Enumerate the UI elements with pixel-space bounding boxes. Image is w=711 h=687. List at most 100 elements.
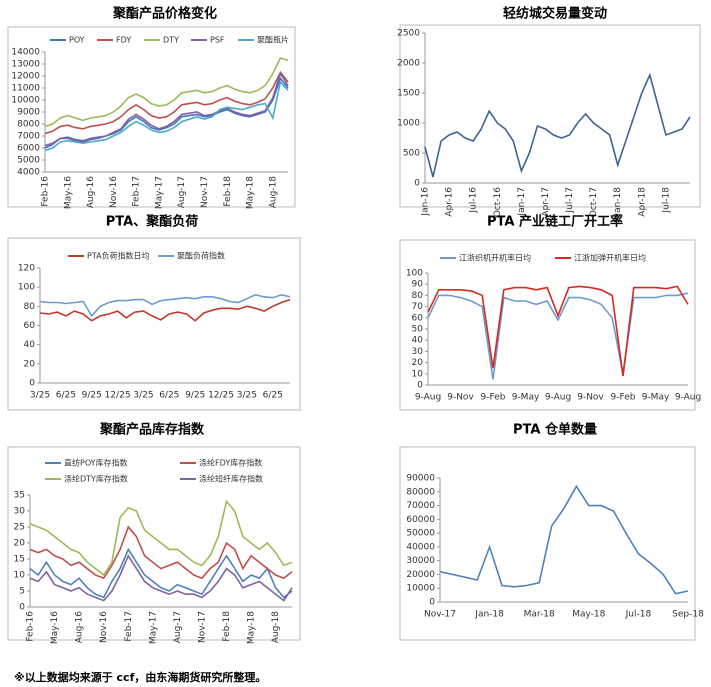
series-line xyxy=(44,57,289,128)
legend-label: POY xyxy=(69,36,85,45)
x-tick-label: Nov-17 xyxy=(424,610,456,620)
y-tick-label: 0 xyxy=(414,179,420,189)
y-tick-label: 500 xyxy=(403,149,420,159)
x-tick-label: 9-May xyxy=(642,393,670,403)
y-tick-label: 60 xyxy=(412,313,424,323)
x-tick-label: 9-May xyxy=(512,393,540,403)
legend-label: PTA负荷指数日均 xyxy=(87,251,150,261)
x-tick-label: Jan-16 xyxy=(421,187,431,217)
x-tick-label: May-18 xyxy=(246,176,256,209)
series-line xyxy=(427,292,689,380)
y-tick-label: 0 xyxy=(429,598,435,608)
series-line xyxy=(44,71,289,147)
y-tick-label: 40 xyxy=(412,336,424,346)
y-tick-label: 2500 xyxy=(397,29,420,39)
y-tick-label: 120 xyxy=(18,264,35,274)
x-tick-label: Sep-18 xyxy=(672,610,704,620)
series-line xyxy=(29,547,293,599)
x-tick-label: 3/25 xyxy=(133,391,153,401)
x-tick-label: May-18 xyxy=(247,611,257,644)
x-tick-label: Feb-16 xyxy=(26,611,36,642)
x-tick-label: 9-Aug xyxy=(415,393,441,403)
y-tick-label: 0 xyxy=(417,381,423,391)
y-tick-label: 90000 xyxy=(406,474,435,484)
y-tick-label: 5 xyxy=(19,587,25,597)
y-tick-label: 2000 xyxy=(397,59,420,69)
y-tick-label: 80000 xyxy=(406,487,435,497)
chart-title: 轻纺城交易量变动 xyxy=(503,6,607,22)
series-line xyxy=(39,298,291,322)
x-tick-label: Feb-18 xyxy=(222,611,232,642)
y-tick-label: 15 xyxy=(14,555,25,565)
y-tick-label: 10 xyxy=(14,571,26,581)
x-tick-label: Aug-17 xyxy=(173,611,183,643)
x-tick-label: Mar-18 xyxy=(524,610,555,620)
x-tick-label: May-18 xyxy=(572,610,605,620)
legend-label: 直纺POY库存指数 xyxy=(64,458,128,468)
x-tick-label: Aug-16 xyxy=(75,611,85,644)
series-line xyxy=(424,72,691,178)
x-tick-label: Jan-17 xyxy=(517,187,527,217)
y-tick-label: 30 xyxy=(412,347,424,357)
y-tick-label: 20 xyxy=(412,358,424,368)
x-tick-label: Nov-16 xyxy=(109,176,119,208)
x-tick-label: 9/25 xyxy=(82,391,102,401)
x-tick-label: May-16 xyxy=(50,611,60,644)
series-line xyxy=(44,70,289,135)
x-tick-label: 6/25 xyxy=(56,391,76,401)
x-tick-label: Jul-16 xyxy=(469,187,479,214)
y-tick-label: 9000 xyxy=(17,108,40,118)
x-tick-label: 12/25 xyxy=(105,391,131,401)
chart-frame xyxy=(399,24,701,208)
legend-label: 涤纶FDY库存指数 xyxy=(199,458,262,468)
x-tick-label: Jul-18 xyxy=(661,187,671,214)
legend-label: FDY xyxy=(116,36,131,45)
y-tick-label: 5000 xyxy=(17,156,40,166)
y-tick-label: 100 xyxy=(406,269,423,279)
y-tick-label: 14000 xyxy=(11,48,40,58)
y-tick-label: 70000 xyxy=(406,501,435,511)
series-line xyxy=(29,499,293,577)
x-tick-label: 3/25 xyxy=(30,391,50,401)
footnote: ※以上数据均来源于 ccf，由东海期货研究所整理。 xyxy=(14,670,266,684)
y-tick-label: 20 xyxy=(14,539,26,549)
y-tick-label: 90 xyxy=(412,280,424,290)
x-tick-label: May-17 xyxy=(148,611,158,644)
x-tick-label: 12/25 xyxy=(208,391,234,401)
x-tick-label: Apr-18 xyxy=(637,187,647,217)
y-tick-label: 40000 xyxy=(406,542,435,552)
x-tick-label: Jul-17 xyxy=(565,187,575,214)
y-tick-label: 6000 xyxy=(17,144,40,154)
x-tick-label: Jul-18 xyxy=(625,610,652,620)
y-tick-label: 10000 xyxy=(11,96,40,106)
x-tick-label: 9-Feb xyxy=(611,393,636,403)
chart-title: PTA 产业链工厂开工率 xyxy=(487,214,623,230)
x-tick-label: 6/25 xyxy=(159,391,179,401)
y-tick-label: 10 xyxy=(412,369,424,379)
x-tick-label: Nov-16 xyxy=(99,611,109,643)
y-tick-label: 25 xyxy=(14,523,25,533)
x-tick-label: Apr-17 xyxy=(541,187,551,217)
x-tick-label: Jan-18 xyxy=(613,187,623,217)
y-tick-label: 0 xyxy=(29,379,35,389)
y-tick-label: 12000 xyxy=(11,72,40,82)
x-tick-label: Feb-17 xyxy=(132,176,142,207)
chart-title: 聚酯产品库存指数 xyxy=(99,422,205,438)
x-tick-label: May-16 xyxy=(63,176,73,209)
series-line xyxy=(29,525,293,580)
y-tick-label: 30 xyxy=(14,507,26,517)
chart-frame xyxy=(7,237,301,411)
y-tick-label: 1000 xyxy=(397,119,420,129)
legend-label: 聚酯负荷指数 xyxy=(177,251,225,261)
y-tick-label: 20000 xyxy=(406,570,435,580)
chart-frame xyxy=(399,239,696,411)
y-tick-label: 7000 xyxy=(17,132,40,142)
y-tick-label: 50 xyxy=(412,325,424,335)
y-tick-label: 0 xyxy=(19,603,25,613)
y-tick-label: 4000 xyxy=(17,168,40,178)
x-tick-label: Oct-16 xyxy=(493,187,503,218)
y-tick-label: 11000 xyxy=(11,84,40,94)
y-tick-label: 60 xyxy=(24,321,36,331)
y-tick-label: 40 xyxy=(24,340,36,350)
legend-label: DTY xyxy=(163,36,179,45)
